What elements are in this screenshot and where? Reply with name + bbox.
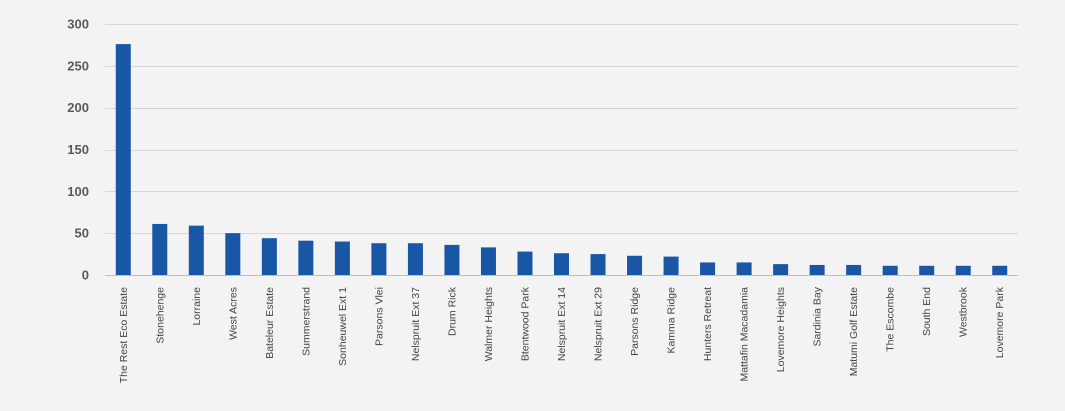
y-tick-label: 150 <box>67 142 89 157</box>
bar <box>736 262 752 275</box>
y-tick-label: 250 <box>67 58 89 73</box>
x-tick-label: Kamma Ridge <box>666 287 678 354</box>
bar <box>225 233 241 275</box>
bar <box>773 264 789 275</box>
bar <box>188 225 204 275</box>
x-tick-label: Nelspruit Ext 29 <box>593 287 605 361</box>
bars <box>115 44 1008 275</box>
y-tick-label: 200 <box>67 100 89 115</box>
x-tick-label: Bateleur Estate <box>264 287 276 359</box>
bar <box>590 254 606 275</box>
y-axis-ticks: 0 50 100 150 200 250 300 <box>67 17 89 283</box>
bar <box>846 264 862 275</box>
x-tick-label: The Escombe <box>885 287 897 352</box>
x-axis-ticks: The Rest Eco Estate Stonehenge Lorraine Wes… <box>118 286 1006 383</box>
bar <box>444 244 460 275</box>
bar <box>554 253 569 275</box>
x-tick-label: South End <box>921 287 933 336</box>
bar <box>992 265 1008 275</box>
bar <box>663 256 679 275</box>
x-tick-label: West Acres <box>227 287 239 340</box>
x-tick-label: Matumi Golf Estate <box>848 287 860 376</box>
y-tick-label: 100 <box>67 184 89 199</box>
bar <box>882 265 898 275</box>
y-tick-label: 0 <box>82 268 89 283</box>
x-tick-label: Sardinia Bay <box>812 286 824 346</box>
x-tick-label: Summerstrand <box>300 287 312 356</box>
y-tick-label: 50 <box>75 226 89 241</box>
x-tick-label: The Rest Eco Estate <box>118 287 130 383</box>
x-tick-label: Mattafin Macadamia <box>739 287 751 382</box>
bar <box>809 264 825 275</box>
bar <box>955 265 971 275</box>
x-tick-label: Parsons Ridge <box>629 287 641 356</box>
bar <box>700 262 716 275</box>
bar <box>480 247 496 275</box>
bar <box>115 44 131 275</box>
x-tick-label: Lovemore Heights <box>775 287 787 372</box>
x-tick-label: Nelspruit Ext 37 <box>410 287 422 361</box>
x-tick-label: Sonheuwel Ext 1 <box>337 287 349 366</box>
x-tick-label: Hunters Retreat <box>702 287 714 361</box>
x-tick-label: Parsons Vlei <box>373 287 385 346</box>
bar <box>152 223 168 275</box>
bar <box>627 255 643 275</box>
x-tick-label: Drum Rick <box>446 286 458 336</box>
bar <box>261 238 277 275</box>
bar <box>371 243 387 275</box>
x-tick-label: Westbrook <box>958 286 970 337</box>
x-tick-label: Lovemore Park <box>994 286 1006 358</box>
bar <box>407 243 423 275</box>
gridlines <box>105 24 1018 276</box>
x-tick-label: Nelspruit Ext 14 <box>556 287 568 361</box>
bar <box>298 240 314 275</box>
bar <box>334 241 350 275</box>
y-tick-label: 300 <box>67 17 89 32</box>
x-tick-label: Lorraine <box>191 287 203 326</box>
x-tick-label: Stonehenge <box>154 287 166 344</box>
x-tick-label: Walmer Heights <box>483 287 495 361</box>
x-tick-label: Btentwood Park <box>519 286 531 361</box>
bar <box>919 265 935 275</box>
bar <box>517 251 533 275</box>
